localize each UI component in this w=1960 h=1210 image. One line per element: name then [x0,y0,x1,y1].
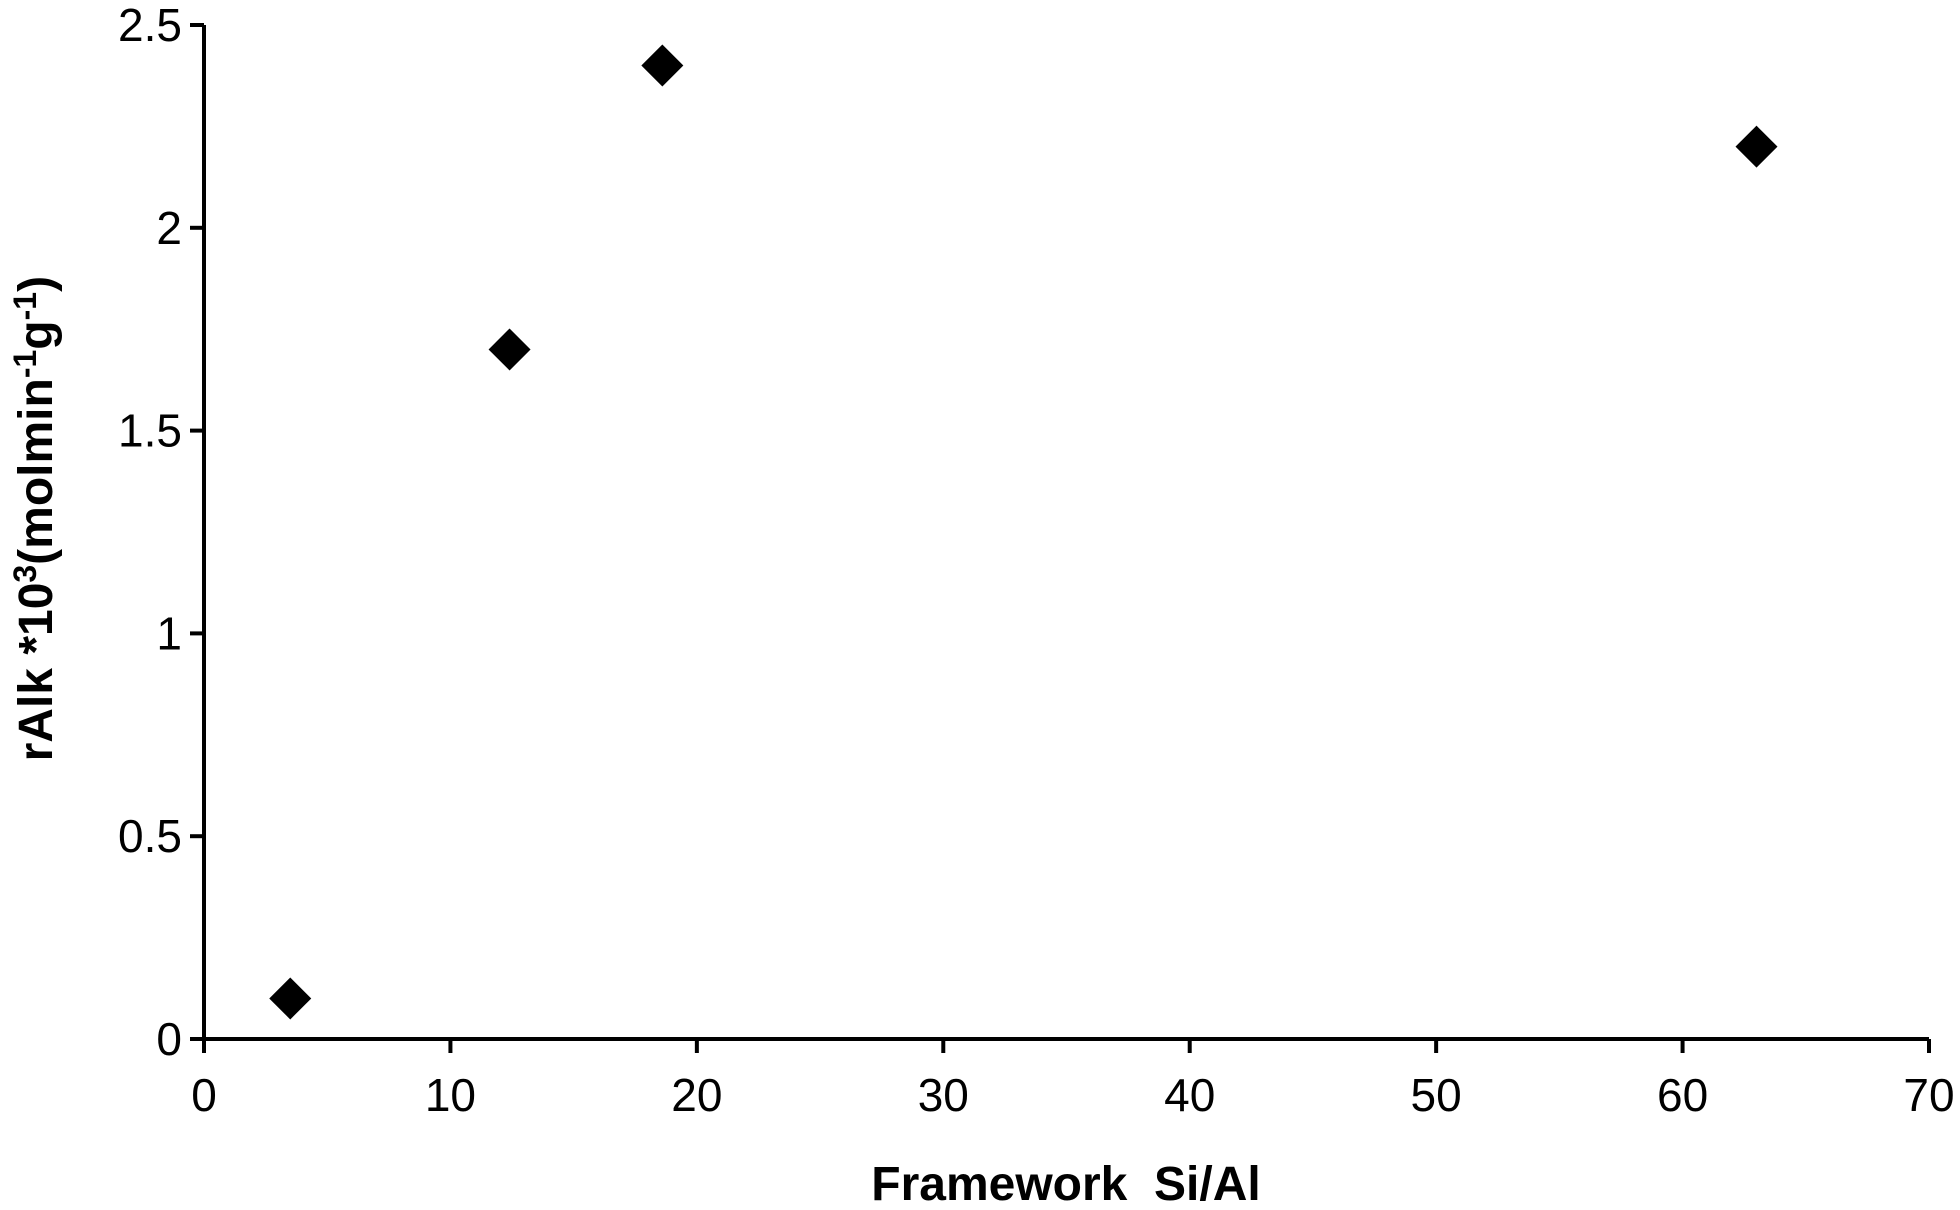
y-label-part: (molmin [10,378,63,565]
y-tick-label: 1 [156,607,182,659]
y-label-sup: -1 [7,350,43,378]
data-point [269,977,312,1020]
y-label-part: ) [10,276,63,292]
y-label-sup: -1 [7,292,43,320]
x-tick-label: 60 [1657,1069,1708,1121]
x-axis-label: Framework Si/Al [871,1158,1260,1210]
y-tick-label: 2.5 [118,0,182,51]
y-tick-label: 0 [156,1013,182,1065]
data-point [488,328,531,371]
y-label-part: g [10,320,63,349]
y-label-part: rAlk *10 [10,583,63,762]
x-tick-label: 10 [425,1069,476,1121]
x-tick-label: 0 [191,1069,217,1121]
data-point [641,44,684,87]
data-point [1735,125,1778,168]
x-tick-label: 20 [671,1069,722,1121]
y-tick-label: 2 [156,202,182,254]
x-tick-label: 50 [1411,1069,1462,1121]
x-tick-label: 70 [1903,1069,1954,1121]
y-axis-label: rAlk *103(molmin-1g-1) [7,236,63,828]
y-tick-label: 0.5 [118,810,182,862]
x-tick-label: 40 [1164,1069,1215,1121]
y-label-sup: 3 [7,565,43,583]
y-tick-label: 1.5 [118,405,182,457]
x-tick-label: 30 [918,1069,969,1121]
